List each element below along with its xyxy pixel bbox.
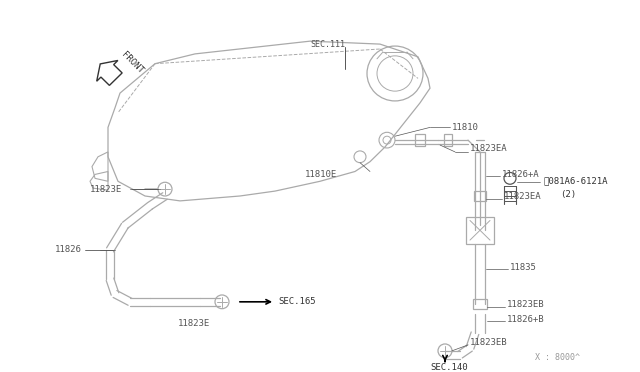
Text: 11810E: 11810E	[305, 170, 337, 179]
Bar	[444, 134, 452, 146]
Text: 11826+A: 11826+A	[502, 170, 540, 179]
Text: 11823EB: 11823EB	[470, 339, 508, 347]
Text: X : 8000^: X : 8000^	[535, 353, 580, 362]
Text: 11826: 11826	[55, 246, 82, 254]
Bar	[473, 299, 487, 309]
Text: Ⓓ081A6-6121A: Ⓓ081A6-6121A	[543, 177, 607, 186]
Bar	[415, 134, 425, 146]
Bar	[474, 191, 486, 201]
Text: 11823EA: 11823EA	[504, 192, 541, 202]
Text: 11835: 11835	[510, 263, 537, 272]
Bar	[466, 217, 494, 244]
Text: 11823EA: 11823EA	[470, 144, 508, 154]
Text: FRONT: FRONT	[120, 50, 145, 75]
Text: 11810: 11810	[452, 123, 479, 132]
Text: (2): (2)	[560, 189, 576, 199]
Text: 11823E: 11823E	[178, 319, 211, 328]
Text: 11823E: 11823E	[90, 185, 122, 194]
Text: SEC.165: SEC.165	[278, 297, 316, 306]
Text: SEC.111: SEC.111	[310, 39, 345, 49]
Text: 11826+B: 11826+B	[507, 315, 545, 324]
Text: SEC.140: SEC.140	[430, 363, 468, 372]
Text: 11823EB: 11823EB	[507, 300, 545, 309]
